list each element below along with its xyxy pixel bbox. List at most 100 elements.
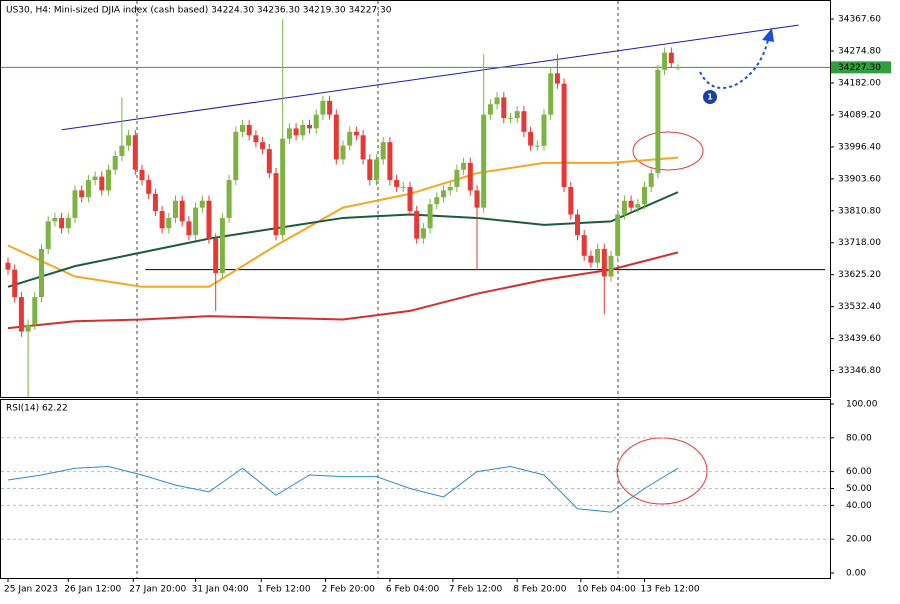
candle-body [320, 100, 326, 115]
candle-body [367, 159, 373, 181]
x-tick-label: 8 Feb 20:00 [513, 585, 567, 595]
rsi-label: RSI(14) 62.22 [6, 404, 68, 414]
candle-body [132, 135, 138, 170]
candle-body [300, 124, 306, 136]
candle-body [407, 186, 413, 212]
candle-body [394, 180, 400, 187]
highlight-ellipse [632, 131, 704, 171]
x-tick-label: 10 Feb 04:00 [577, 585, 636, 595]
candle-body [286, 128, 292, 139]
candle-body [581, 235, 587, 256]
candle-body [514, 111, 520, 119]
candle-body [166, 217, 172, 229]
rsi-tick-label: 50.00 [846, 484, 872, 494]
y-tick-label: 33625.20 [838, 270, 881, 280]
candle-body [400, 186, 406, 188]
highlight-ellipse [616, 437, 708, 505]
candle-body [534, 145, 540, 147]
candle-body [12, 269, 18, 298]
candle-body [206, 200, 212, 239]
candle-body [595, 248, 601, 263]
candle-body [233, 131, 239, 181]
y-tick-label: 34089.20 [838, 110, 881, 120]
projection-arrow [699, 39, 769, 89]
candle-body [635, 204, 641, 208]
x-tick-label: 27 Jan 20:00 [129, 585, 186, 595]
candle-body [601, 248, 607, 277]
rsi-tick-label: 100.00 [846, 400, 878, 410]
candle-body [434, 197, 440, 205]
candle-body [240, 124, 245, 132]
candle-body [414, 211, 420, 239]
arrow-head [762, 28, 774, 42]
candle-body [139, 169, 145, 181]
candle-body [447, 186, 453, 191]
candle-body [655, 69, 661, 174]
candle-body [99, 176, 105, 191]
candle-body [246, 124, 252, 136]
x-tick-label: 25 Jan 2023 [4, 585, 58, 595]
candle-body [588, 255, 594, 263]
y-tick-label: 33996.40 [838, 142, 881, 152]
candle-body [179, 200, 185, 222]
candle-body [119, 145, 125, 156]
current-price-tag [831, 61, 891, 74]
candle-body [266, 149, 272, 174]
candle-body [273, 173, 279, 236]
candle-body [226, 180, 232, 218]
candle-body [427, 204, 433, 229]
x-tick-label: 26 Jan 12:00 [64, 585, 121, 595]
candle-body [380, 142, 386, 160]
x-tick-label: 7 Feb 12:00 [449, 585, 503, 595]
candle-body [52, 217, 58, 222]
candle-body [642, 186, 647, 205]
candle-body [420, 228, 426, 239]
candle-body [441, 190, 446, 198]
x-tick-label: 13 Feb 12:00 [641, 585, 700, 595]
candle-body [648, 173, 654, 187]
candle-body [72, 190, 78, 218]
candle-body [333, 114, 339, 160]
y-tick-label: 33810.80 [838, 206, 881, 216]
candle-body [173, 200, 178, 218]
x-tick-label: 6 Feb 04:00 [386, 585, 440, 595]
candle-body [474, 190, 480, 208]
candle-body [146, 180, 152, 194]
candle-body [18, 297, 24, 332]
candle-body [561, 83, 567, 187]
candle-body [481, 114, 487, 208]
candle-body [219, 217, 225, 274]
y-tick-label: 34367.60 [838, 15, 881, 25]
current-price-label: 34227.30 [838, 63, 881, 73]
candle-body [608, 255, 614, 277]
rsi-tick-label: 0.00 [846, 569, 866, 579]
candle-body [45, 221, 51, 249]
candle-body [213, 238, 219, 274]
rsi-tick-label: 60.00 [846, 467, 872, 477]
candle-body [92, 176, 98, 181]
candle-body [340, 145, 346, 160]
y-tick-label: 34182.00 [838, 78, 881, 88]
candle-body [152, 193, 158, 212]
candle-body [528, 131, 534, 146]
candle-body [360, 135, 366, 160]
candle-body [621, 200, 627, 215]
candle-body [668, 52, 674, 63]
candle-body [39, 248, 44, 298]
y-tick-label: 33718.00 [838, 238, 881, 248]
trendline [61, 24, 799, 131]
rsi-tick-label: 40.00 [846, 501, 872, 511]
candle-body [126, 135, 132, 146]
candle-body [59, 217, 65, 229]
candle-body [353, 131, 359, 136]
chart-title: US30, H4: Mini-sized DJIA index (cash ba… [6, 6, 392, 16]
candle-body [501, 97, 507, 119]
x-tick-label: 1 Feb 12:00 [257, 585, 311, 595]
candle-body [615, 214, 621, 256]
candle-body [461, 162, 467, 170]
candle-body [494, 97, 500, 105]
candle-body [112, 155, 118, 170]
candle-body [575, 214, 580, 236]
candle-body [347, 131, 353, 146]
